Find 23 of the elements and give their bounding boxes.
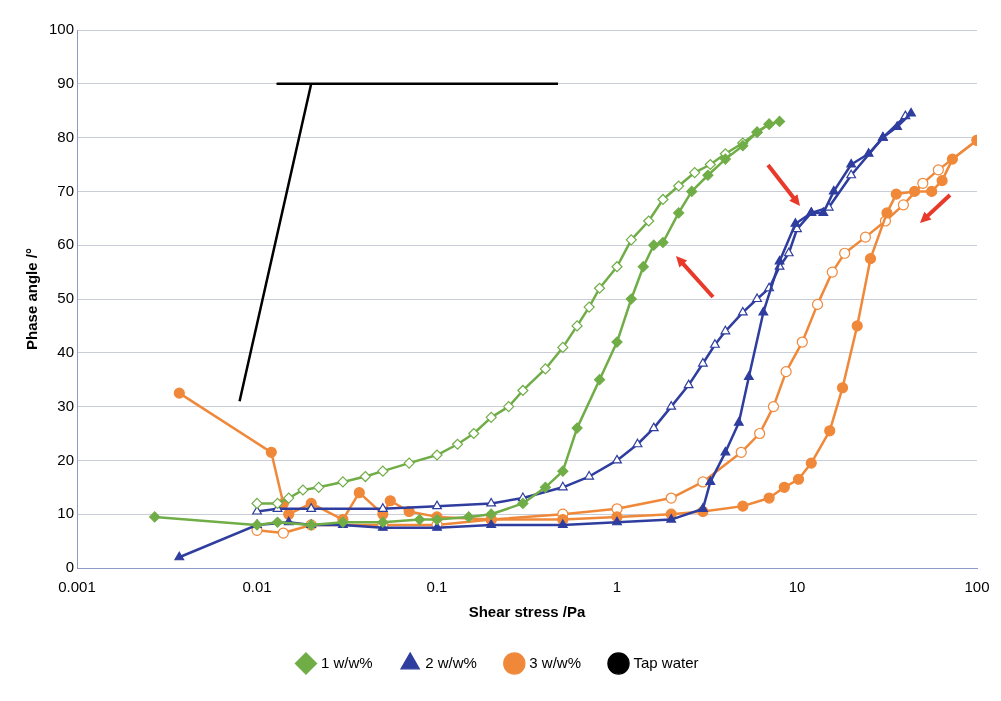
x-tick-label: 0.001 xyxy=(58,578,96,596)
y-tick-label: 40 xyxy=(57,342,75,360)
x-tick-label: 100 xyxy=(964,578,990,596)
y-tick-label: 50 xyxy=(57,289,75,307)
y-tick-label: 20 xyxy=(57,450,75,468)
legend-label: 1 w/w% xyxy=(320,653,373,671)
x-tick-label: 0.01 xyxy=(242,578,272,596)
legend-label: Tap water xyxy=(633,653,699,671)
y-tick-label: 30 xyxy=(57,396,75,414)
x-tick-label: 10 xyxy=(788,578,806,596)
y-tick-label: 0 xyxy=(65,558,75,576)
legend-label: 2 w/w% xyxy=(425,653,477,671)
y-axis-title: Phase angle /° xyxy=(23,248,41,350)
y-tick-label: 100 xyxy=(49,20,75,38)
y-tick-label: 90 xyxy=(57,73,75,91)
x-tick-label: 1 xyxy=(612,578,622,596)
x-axis-title: Shear stress /Pa xyxy=(468,603,587,621)
legend-label: 3 w/w% xyxy=(529,653,582,671)
y-tick-label: 80 xyxy=(57,127,75,145)
x-tick-label: 0.1 xyxy=(426,578,448,596)
y-tick-label: 70 xyxy=(57,181,75,199)
y-tick-label: 10 xyxy=(57,504,75,522)
y-tick-label: 60 xyxy=(57,235,75,253)
